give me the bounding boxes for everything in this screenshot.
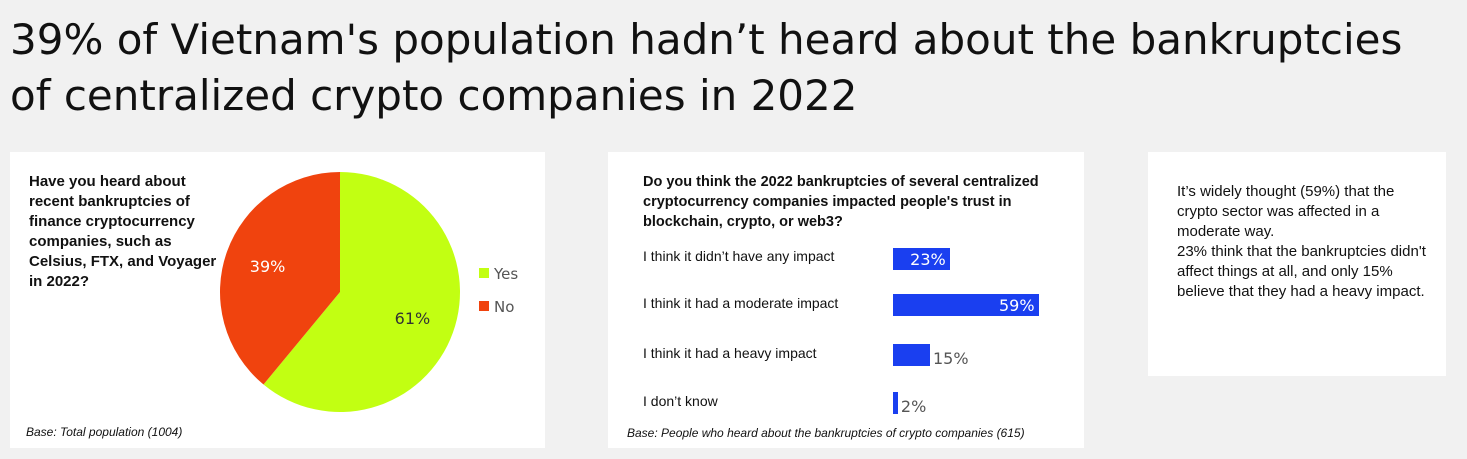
bar bbox=[893, 344, 930, 366]
bar-base-note: Base: People who heard about the bankrup… bbox=[627, 426, 1025, 440]
bar-value-label: 15% bbox=[933, 349, 969, 368]
summary-paragraph-1: It’s widely thought (59%) that the crypt… bbox=[1177, 183, 1395, 240]
pie-chart: 61% 39% Yes No bbox=[219, 172, 518, 412]
legend-label-yes: Yes bbox=[493, 265, 518, 283]
summary-paragraph-2: 23% think that the bankruptcies didn't a… bbox=[1177, 243, 1426, 300]
legend-swatch-yes bbox=[479, 268, 489, 278]
pie-value-label-yes: 61% bbox=[395, 309, 431, 328]
bar-category-label: I think it had a moderate impact bbox=[643, 295, 839, 311]
bar bbox=[893, 294, 1039, 316]
legend-swatch-no bbox=[479, 301, 489, 311]
summary-text: It’s widely thought (59%) that the crypt… bbox=[1177, 182, 1437, 302]
pie-slice-no bbox=[219, 172, 340, 385]
bar-category-label: I don’t know bbox=[643, 393, 718, 409]
pie-value-label-no: 39% bbox=[250, 257, 286, 276]
summary-panel: It’s widely thought (59%) that the crypt… bbox=[1148, 152, 1446, 376]
bar-value-label: 59% bbox=[998, 296, 1035, 315]
bar bbox=[893, 392, 898, 414]
bar-category-label: I think it had a heavy impact bbox=[643, 345, 817, 361]
pie-question: Have you heard about recent bankruptcies… bbox=[29, 173, 217, 290]
bar-value-label: 2% bbox=[900, 397, 927, 416]
pie-base-note: Base: Total population (1004) bbox=[26, 425, 183, 439]
pie-slice-yes bbox=[263, 172, 460, 412]
bar-question: Do you think the 2022 bankruptcies of se… bbox=[643, 174, 1039, 230]
bar-category-label: I think it didn’t have any impact bbox=[643, 248, 835, 264]
legend-label-no: No bbox=[494, 298, 514, 316]
bar-value-label: 23% bbox=[910, 250, 946, 269]
bar-chart-panel: Do you think the 2022 bankruptcies of se… bbox=[608, 152, 1084, 448]
page-title: 39% of Vietnam's population hadn’t heard… bbox=[10, 15, 1403, 120]
pie-chart-panel: Have you heard about recent bankruptcies… bbox=[10, 152, 545, 448]
bar bbox=[893, 248, 950, 270]
